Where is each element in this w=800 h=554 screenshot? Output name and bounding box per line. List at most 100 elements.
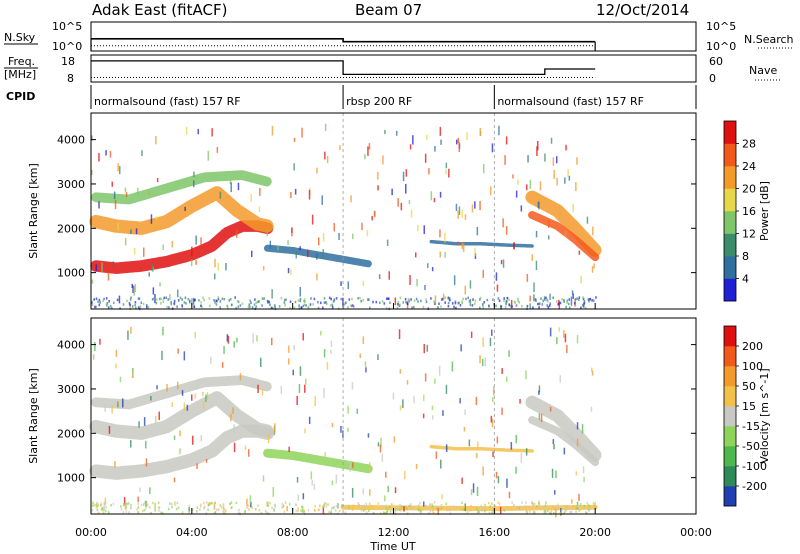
- ground-clutter-point: [583, 504, 586, 508]
- ground-clutter-point: [537, 302, 539, 306]
- echo-point: [107, 272, 110, 281]
- echo-point: [555, 470, 557, 479]
- echo-point: [474, 201, 476, 209]
- data-band-4: [429, 239, 534, 248]
- ground-clutter-point: [101, 507, 103, 511]
- echo-point: [477, 441, 479, 448]
- ground-clutter-point: [327, 503, 329, 506]
- ground-clutter-point: [559, 301, 562, 305]
- echo-point: [202, 400, 205, 410]
- ytick-label-1: 2000: [57, 222, 85, 235]
- ground-clutter-point: [335, 297, 338, 300]
- ground-clutter-point: [131, 305, 134, 308]
- ytick-label-0: 1000: [57, 267, 85, 280]
- echo-point: [222, 503, 225, 513]
- ground-clutter-point: [495, 304, 497, 308]
- ground-clutter-point: [579, 509, 581, 512]
- ground-clutter-point: [433, 302, 436, 305]
- ground-clutter-point: [138, 297, 141, 300]
- ground-clutter-point: [533, 511, 536, 514]
- ground-clutter-point: [347, 505, 349, 508]
- ground-clutter-point: [587, 504, 590, 507]
- ground-clutter-point: [583, 300, 586, 303]
- echo-point: [233, 424, 235, 434]
- echo-point: [491, 143, 494, 153]
- echo-point: [326, 361, 329, 370]
- ground-clutter-point: [176, 501, 179, 505]
- echo-point: [200, 237, 202, 246]
- echo-point: [271, 337, 273, 346]
- ground-clutter-point: [520, 505, 522, 509]
- ground-clutter-point: [92, 501, 94, 504]
- ground-clutter-point: [544, 298, 546, 301]
- echo-point: [578, 493, 580, 501]
- ground-clutter-point: [383, 302, 386, 305]
- echo-point: [435, 451, 438, 459]
- colorbar-swatch-2: [724, 233, 736, 257]
- xtick-label-6: 00:00: [680, 526, 712, 539]
- echo-point: [177, 348, 179, 354]
- ground-clutter-point: [489, 505, 492, 508]
- ground-clutter-point: [503, 299, 505, 303]
- ground-clutter-point: [538, 306, 540, 309]
- freq-label-line1: Freq.: [8, 55, 35, 68]
- echo-point: [339, 145, 341, 151]
- ground-clutter-point: [168, 306, 170, 309]
- ground-clutter-point: [102, 512, 105, 515]
- ground-clutter-point: [145, 304, 148, 307]
- echo-point: [230, 413, 232, 422]
- ground-clutter-point: [222, 511, 225, 514]
- echo-point: [322, 233, 325, 242]
- ground-clutter-point: [391, 503, 393, 506]
- ground-clutter-point: [399, 296, 402, 300]
- echo-point: [143, 417, 146, 426]
- echo-point: [124, 504, 127, 510]
- ground-clutter-point: [158, 297, 161, 301]
- echo-point: [575, 471, 578, 476]
- echo-point: [492, 397, 494, 403]
- ground-clutter-point: [363, 505, 366, 508]
- ground-clutter-point: [578, 296, 581, 299]
- echo-point: [349, 462, 351, 472]
- echo-point: [423, 344, 425, 354]
- ground-clutter-point: [216, 508, 218, 512]
- echo-point: [505, 226, 508, 235]
- ground-clutter-point: [488, 304, 490, 307]
- ground-clutter-point: [438, 302, 440, 305]
- ground-clutter-point: [200, 301, 202, 304]
- ground-clutter-point: [236, 300, 239, 303]
- echo-point: [508, 350, 510, 357]
- ground-clutter-point: [217, 297, 220, 301]
- ground-clutter-point: [462, 297, 464, 301]
- echo-point: [394, 297, 397, 306]
- ground-clutter-point: [422, 305, 425, 309]
- ground-clutter-point: [578, 298, 580, 301]
- echo-point: [566, 344, 568, 354]
- ground-clutter-point: [369, 306, 371, 309]
- echo-point: [91, 135, 93, 141]
- echo-point: [586, 216, 589, 224]
- ground-clutter-point: [568, 302, 570, 306]
- echo-point: [297, 494, 300, 502]
- ground-clutter-point: [399, 303, 401, 307]
- ground-clutter-point: [112, 301, 115, 305]
- ground-clutter-point: [171, 505, 173, 509]
- ground-clutter-point: [91, 303, 94, 307]
- echo-point: [124, 238, 127, 246]
- echo-point: [540, 413, 543, 423]
- ground-clutter-point: [407, 297, 410, 301]
- echo-point: [442, 410, 444, 416]
- ground-clutter-point: [482, 306, 485, 310]
- ground-clutter-point: [448, 297, 451, 300]
- ground-clutter-point: [98, 298, 101, 302]
- echo-point: [111, 181, 113, 187]
- data-band-1: [89, 391, 275, 440]
- ground-clutter-point: [146, 305, 148, 309]
- echo-point: [232, 407, 234, 414]
- echo-point: [195, 235, 197, 245]
- beam-title: Beam 07: [355, 1, 422, 19]
- ground-clutter-point: [196, 506, 199, 509]
- ground-clutter-point: [408, 504, 411, 508]
- ground-clutter-point: [248, 303, 251, 306]
- ground-clutter-point: [447, 508, 449, 511]
